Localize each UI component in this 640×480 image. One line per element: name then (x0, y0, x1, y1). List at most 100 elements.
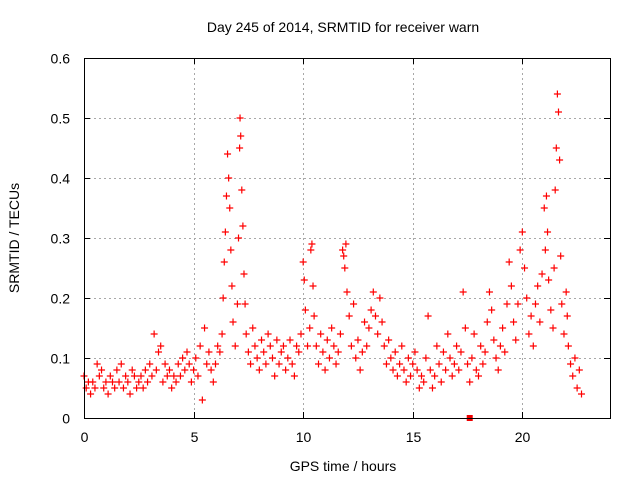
data-point (481, 348, 489, 356)
data-point (461, 324, 469, 332)
data-point (122, 372, 130, 380)
data-point (187, 378, 195, 386)
data-point (117, 360, 125, 368)
data-point (277, 348, 285, 356)
data-point (521, 264, 529, 272)
data-point (255, 366, 263, 374)
data-point (567, 360, 575, 368)
data-point (485, 288, 493, 296)
data-point (126, 390, 134, 398)
data-point (102, 378, 110, 386)
data-point (529, 342, 537, 350)
data-point (106, 372, 114, 380)
data-point (413, 366, 421, 374)
data-point (165, 366, 173, 374)
data-point (310, 312, 318, 320)
data-point (475, 372, 482, 380)
data-point (244, 348, 252, 356)
data-point (323, 336, 331, 344)
data-point (569, 372, 577, 380)
tick-layer: 0 0.1 0.2 0.3 0.4 0.5 0.6 0 5 10 15 20 (51, 51, 610, 445)
data-point (442, 366, 450, 374)
data-point (554, 108, 562, 116)
data-point (271, 372, 279, 380)
data-point (562, 288, 570, 296)
data-point (284, 354, 292, 362)
data-point (240, 270, 248, 278)
data-point (433, 342, 441, 350)
data-point (233, 300, 241, 308)
data-point (119, 384, 127, 392)
data-point (426, 366, 434, 374)
data-point (550, 264, 558, 272)
data-point (128, 366, 136, 374)
data-point (545, 276, 553, 284)
data-point (141, 366, 149, 374)
data-point (518, 228, 526, 236)
data-point (472, 366, 480, 374)
data-point (242, 330, 250, 338)
data-point (356, 366, 364, 374)
data-point (391, 348, 399, 356)
data-point (205, 348, 213, 356)
data-point (343, 288, 351, 296)
x-axis-label: GPS time / hours (290, 458, 397, 474)
data-point (341, 264, 349, 272)
data-point (104, 390, 112, 398)
data-point (293, 342, 301, 350)
data-point (163, 372, 171, 380)
data-point (222, 192, 230, 200)
data-point (155, 348, 163, 356)
data-point (89, 378, 97, 386)
data-point (499, 324, 507, 332)
data-point (146, 360, 154, 368)
data-point (531, 300, 539, 308)
data-point (124, 378, 132, 386)
data-point (424, 312, 432, 320)
data-points-layer (80, 90, 586, 404)
data-point (290, 372, 298, 380)
data-point (571, 354, 579, 362)
x-tick-label: 0 (81, 429, 89, 445)
data-point (306, 324, 314, 332)
data-point (547, 306, 555, 314)
data-point (538, 270, 546, 278)
data-point (203, 360, 211, 368)
data-point (328, 324, 336, 332)
data-point (225, 174, 233, 182)
data-point (444, 330, 452, 338)
data-point (144, 378, 152, 386)
data-point (308, 240, 316, 248)
data-point (212, 360, 219, 368)
data-point (428, 384, 436, 392)
data-point (365, 324, 373, 332)
data-point (317, 330, 325, 338)
data-point (435, 360, 443, 368)
data-point (560, 330, 568, 338)
data-point (87, 390, 95, 398)
data-point (437, 378, 445, 386)
data-point (505, 258, 513, 266)
data-point (297, 330, 305, 338)
data-point (540, 204, 548, 212)
data-point (534, 282, 542, 290)
y-tick-label: 0.6 (51, 51, 71, 67)
data-point (174, 360, 182, 368)
data-point (544, 228, 552, 236)
data-point (159, 378, 167, 386)
data-point (507, 282, 515, 290)
data-point (558, 300, 566, 308)
data-point (221, 228, 229, 236)
data-point (309, 282, 317, 290)
data-point (133, 384, 141, 392)
data-point (389, 366, 397, 374)
data-point (363, 342, 371, 350)
data-point (300, 276, 308, 284)
data-point (137, 372, 145, 380)
data-point (262, 360, 270, 368)
data-point (268, 354, 276, 362)
data-point (251, 342, 259, 350)
y-tick-label: 0.2 (51, 291, 71, 307)
data-point (551, 186, 559, 194)
